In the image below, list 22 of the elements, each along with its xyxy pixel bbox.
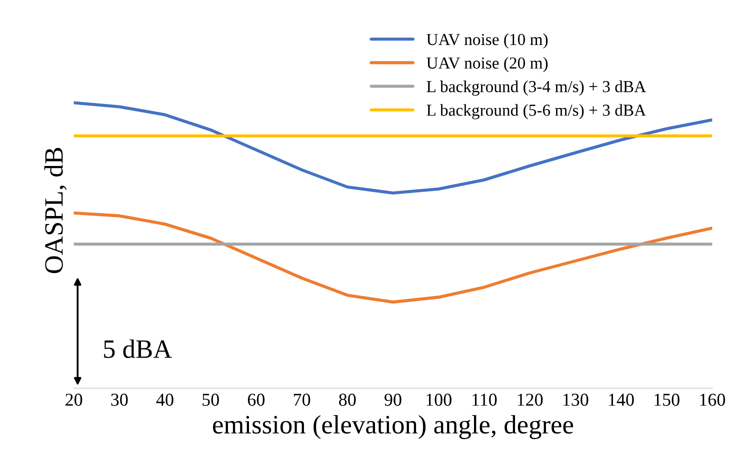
x-tick-label: 130 [563,394,588,406]
legend-label: L background (5-6 m/s) + 3 dBA [426,104,646,120]
x-axis-title: emission (elevation) angle, degree [213,415,574,440]
y-axis-title: OASPL, dB [44,148,67,274]
x-tick-label: 100 [426,394,452,406]
x-tick-label: 50 [202,394,219,406]
x-tick-label: 60 [248,394,265,406]
legend-label: UAV noise (20 m) [426,56,548,72]
x-tick-label: 30 [111,394,128,406]
legend-label: L background (3-4 m/s) + 3 dBA [426,80,646,96]
annotation: 5 dBA [104,339,172,358]
x-tick-label: 160 [700,394,726,406]
x-tick-label: 140 [609,394,634,406]
x-tick-label: 110 [472,394,497,406]
x-tick-label: 80 [339,394,356,406]
x-tick-label: 150 [654,394,680,406]
x-tick-label: 70 [294,394,310,406]
x-tick-label: 20 [66,394,82,406]
x-tick-label: 40 [156,394,174,406]
x-tick-label: 90 [384,394,402,406]
legend-label: UAV noise (10 m) [426,33,548,49]
x-tick-label: 120 [518,394,543,406]
